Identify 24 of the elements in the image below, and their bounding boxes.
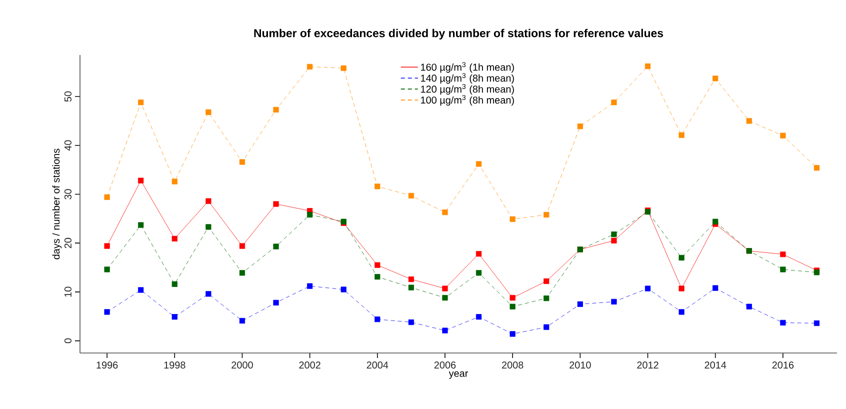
x-tick-label: 2006	[434, 362, 456, 369]
x-tick-label: 2014	[704, 362, 726, 369]
x-tick-label: 2016	[772, 362, 794, 369]
x-axis-title: year	[448, 371, 468, 379]
x-tick-label: 2002	[299, 362, 320, 369]
x-tick-label: 2010	[570, 362, 591, 369]
x-tick-label: 2012	[637, 362, 658, 369]
y-tick-label: 30	[64, 189, 72, 200]
y-tick-label: 50	[64, 91, 72, 102]
y-tick-label: 20	[64, 238, 72, 248]
chart-title: Number of exceedances divided by number of stations for reference values	[254, 28, 664, 40]
x-tick-label: 2004	[366, 362, 388, 369]
x-tick-label: 1996	[96, 362, 118, 369]
legend-label: 120 µg/m$^{3}$ (8h mean)	[421, 84, 514, 95]
legend-label: 140 µg/m$^{3}$ (8h mean)	[421, 73, 514, 84]
y-tick-label: 0	[64, 338, 72, 344]
y-tick-label: 10	[64, 286, 72, 297]
x-tick-label: 2000	[232, 362, 253, 369]
y-axis-title: days / number of stations	[52, 148, 62, 260]
legend-label: 160 µg/m$^{3}$ (1h mean)	[421, 62, 514, 73]
x-tick-label: 2008	[502, 362, 524, 369]
legend-label: 100 µg/m$^{3}$ (8h mean)	[421, 95, 514, 106]
x-tick-label: 1998	[164, 362, 186, 369]
y-tick-label: 40	[64, 140, 72, 151]
